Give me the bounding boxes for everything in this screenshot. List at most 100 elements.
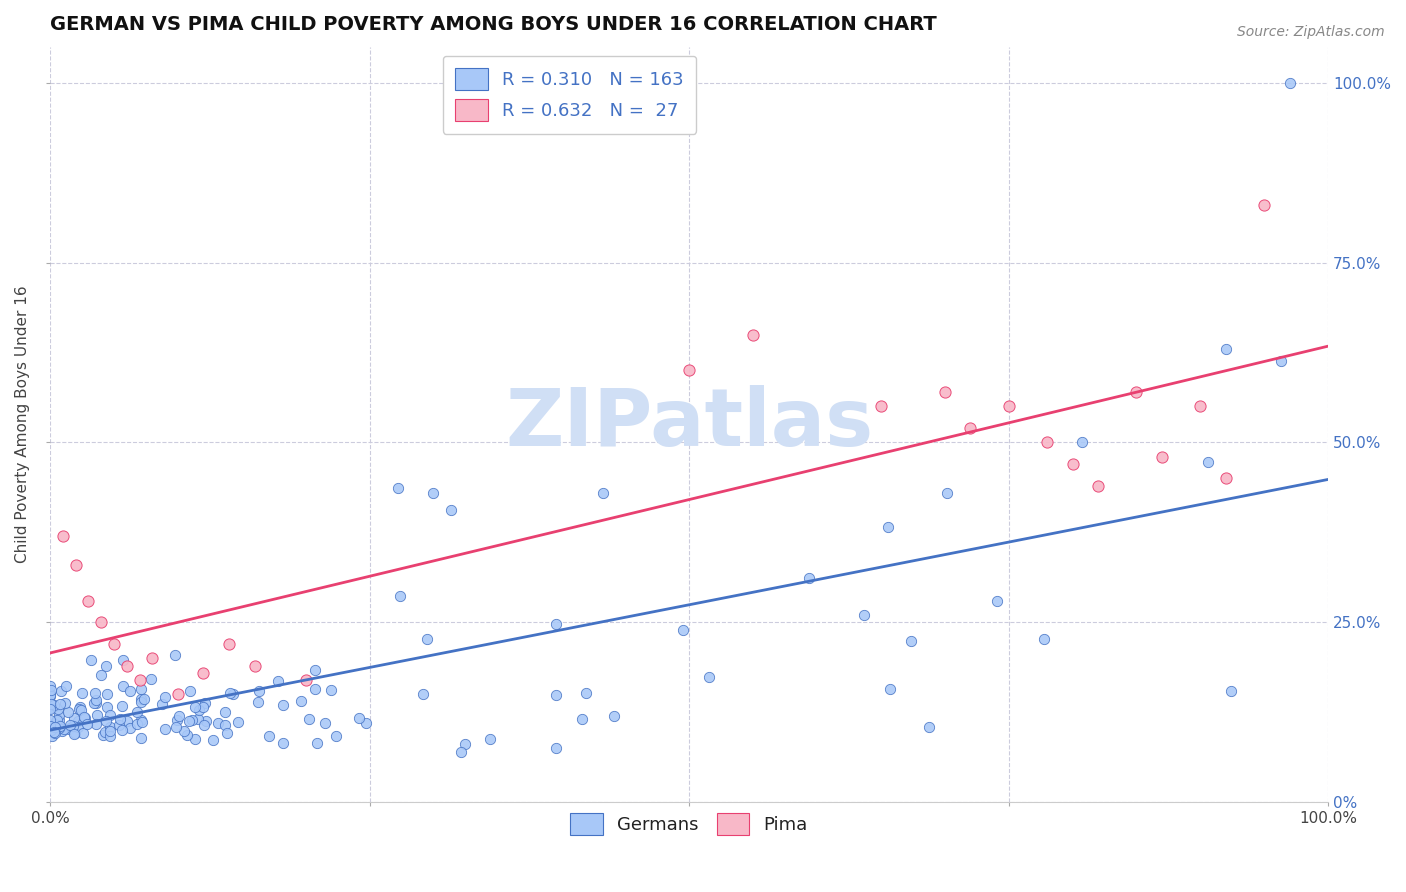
Point: [86, 697, 108, 711]
Point: [479, 731, 502, 746]
Legend: Germans, Pima: Germans, Pima: [560, 803, 818, 847]
Point: [39, 723, 62, 737]
Point: [354, 716, 377, 731]
Point: [67, 702, 90, 716]
Point: [388, 589, 411, 603]
Point: [936, 486, 959, 500]
Point: [45, 713, 67, 727]
Text: GERMAN VS PIMA CHILD POVERTY AMONG BOYS UNDER 16 CORRELATION CHART: GERMAN VS PIMA CHILD POVERTY AMONG BOYS …: [51, 15, 936, 34]
Point: [415, 632, 437, 646]
Point: [347, 710, 370, 724]
Point: [207, 716, 229, 731]
Point: [108, 717, 131, 731]
Point: [90, 615, 112, 630]
Point: [194, 696, 217, 710]
Point: [678, 363, 700, 377]
Point: [314, 715, 336, 730]
Point: [218, 637, 240, 651]
Point: [214, 705, 236, 719]
Point: [70, 686, 93, 700]
Point: [167, 709, 190, 723]
Point: [222, 687, 245, 701]
Point: [73, 710, 96, 724]
Point: [66, 720, 89, 734]
Point: [134, 692, 156, 706]
Point: [387, 482, 409, 496]
Point: [103, 637, 125, 651]
Point: [290, 694, 312, 708]
Point: [53, 723, 76, 737]
Point: [112, 680, 135, 694]
Point: [83, 696, 105, 710]
Point: [179, 684, 201, 698]
Point: [52, 529, 75, 543]
Point: [544, 688, 567, 702]
Point: [852, 607, 875, 622]
Point: [39, 702, 62, 716]
Point: [1087, 478, 1109, 492]
Point: [51, 724, 73, 739]
Point: [42, 698, 65, 712]
Point: [321, 683, 343, 698]
Point: [228, 714, 250, 729]
Point: [167, 687, 190, 701]
Point: [41, 729, 63, 743]
Point: [44, 720, 66, 734]
Point: [80, 653, 103, 667]
Point: [100, 720, 122, 734]
Point: [181, 713, 204, 727]
Point: [94, 714, 117, 728]
Point: [412, 687, 434, 701]
Point: [1189, 400, 1212, 414]
Point: [62, 719, 84, 733]
Point: [65, 558, 87, 572]
Point: [307, 736, 329, 750]
Point: [131, 715, 153, 730]
Point: [39, 697, 62, 711]
Point: [69, 703, 91, 717]
Point: [183, 700, 205, 714]
Point: [42, 725, 65, 739]
Point: [1270, 353, 1292, 368]
Point: [453, 737, 475, 751]
Point: [49, 697, 72, 711]
Point: [55, 680, 77, 694]
Point: [267, 673, 290, 688]
Point: [39, 701, 62, 715]
Point: [153, 690, 176, 704]
Point: [997, 400, 1019, 414]
Point: [58, 722, 80, 736]
Point: [165, 720, 187, 734]
Point: [900, 634, 922, 648]
Point: [298, 712, 321, 726]
Point: [1125, 385, 1147, 400]
Point: [202, 732, 225, 747]
Point: [45, 714, 67, 728]
Point: [129, 692, 152, 706]
Point: [986, 593, 1008, 607]
Point: [94, 659, 117, 673]
Point: [128, 673, 150, 687]
Point: [934, 385, 956, 400]
Point: [194, 714, 217, 728]
Point: [49, 719, 72, 733]
Point: [699, 670, 721, 684]
Point: [959, 421, 981, 435]
Point: [39, 719, 62, 733]
Point: [39, 690, 62, 704]
Point: [304, 681, 326, 696]
Point: [177, 714, 200, 728]
Point: [166, 713, 188, 727]
Point: [98, 729, 121, 743]
Point: [131, 731, 153, 746]
Point: [877, 520, 900, 534]
Point: [294, 673, 316, 687]
Point: [325, 729, 347, 743]
Point: [271, 698, 294, 712]
Point: [39, 686, 62, 700]
Point: [77, 594, 100, 608]
Point: [129, 695, 152, 709]
Point: [39, 698, 62, 713]
Point: [1219, 684, 1241, 698]
Point: [44, 726, 66, 740]
